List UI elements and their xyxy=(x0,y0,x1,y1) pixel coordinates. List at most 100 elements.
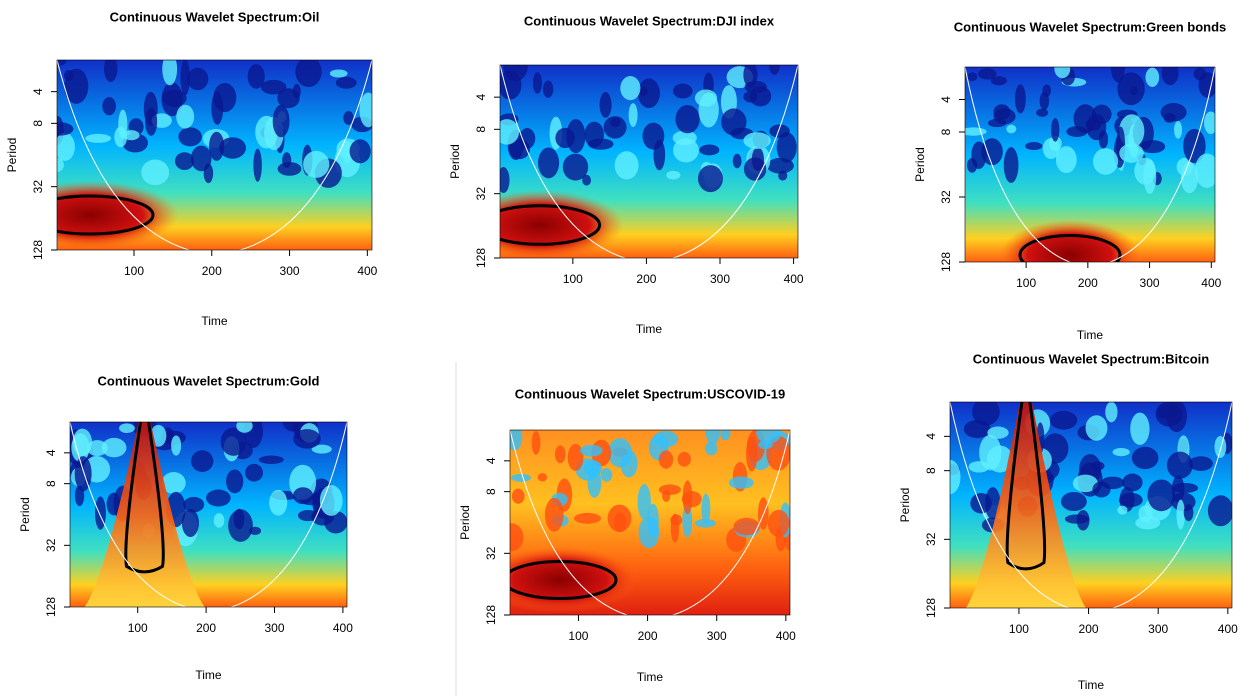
spectrum-blob xyxy=(1166,451,1193,479)
y-tick-label: 128 xyxy=(474,248,488,268)
spectrum-blob xyxy=(554,445,566,464)
spectrum-blob xyxy=(537,147,560,179)
y-tick-label: 128 xyxy=(484,605,498,625)
spectrum-blob xyxy=(187,67,209,91)
spectrum-blob xyxy=(758,440,773,450)
spectrum-blob xyxy=(519,128,536,149)
spectrum-blob xyxy=(1207,495,1232,527)
spectrum-blob xyxy=(295,60,322,88)
x-axis-label: Time xyxy=(636,322,663,336)
spectrum-blob xyxy=(537,473,548,482)
spectrum-blob xyxy=(567,443,584,471)
spectrum-blob xyxy=(1173,483,1199,493)
y-tick-label: 4 xyxy=(484,457,498,464)
spectrum xyxy=(57,60,372,250)
spectrum-blob xyxy=(510,430,523,451)
x-tick-label: 300 xyxy=(1140,276,1160,290)
x-tick-label: 100 xyxy=(128,621,148,635)
x-tick-label: 300 xyxy=(710,272,730,286)
spectrum-blob xyxy=(653,430,679,448)
spectrum-blob xyxy=(260,79,287,95)
chart-title: Continuous Wavelet Spectrum:USCOVID-19 xyxy=(515,386,785,401)
spectrum-blob xyxy=(319,485,343,516)
spectrum-blob xyxy=(972,402,1000,426)
spectrum-blob xyxy=(981,138,1003,166)
spectrum-blob xyxy=(769,65,780,75)
spectrum-blob xyxy=(162,60,178,86)
spectrum-blob xyxy=(141,159,170,186)
x-tick-label: 100 xyxy=(124,264,144,278)
spectrum-blob xyxy=(272,104,290,138)
x-tick-label: 400 xyxy=(784,272,804,286)
spectrum-blob xyxy=(978,68,997,80)
y-tick-label: 8 xyxy=(939,128,953,135)
x-tick-label: 400 xyxy=(776,629,796,643)
spectrum-blob xyxy=(1176,499,1185,530)
spectrum-blob xyxy=(620,76,641,101)
spectrum-blob xyxy=(114,126,128,148)
spectrum-blob xyxy=(776,132,797,163)
spectrum-blob xyxy=(282,422,306,432)
spectrum-blob xyxy=(1119,114,1145,148)
y-tick-label: 128 xyxy=(939,252,953,272)
y-tick-label: 8 xyxy=(44,480,58,487)
spectrum-blob xyxy=(544,497,564,532)
spectrum-blob xyxy=(1100,476,1125,490)
spectrum-blob xyxy=(245,463,264,482)
spectrum-blob xyxy=(600,468,613,482)
plot-frame xyxy=(69,421,348,608)
y-axis-label: Period xyxy=(898,488,912,523)
y-tick-label: 8 xyxy=(484,488,498,495)
y-axis-label: Period xyxy=(18,497,32,532)
spectrum-blob xyxy=(769,124,790,138)
spectrum-blob xyxy=(733,517,760,536)
spectrum-blob xyxy=(1188,456,1213,471)
spectrum-blob xyxy=(1049,410,1078,430)
x-tick-label: 300 xyxy=(1148,622,1168,636)
spectrum-blob xyxy=(746,436,758,472)
spectrum-blob xyxy=(277,88,300,109)
spectrum-blob xyxy=(1064,514,1090,524)
spectrum-blob xyxy=(161,472,186,494)
spectrum-blob xyxy=(181,508,199,538)
y-axis-label: Period xyxy=(458,505,472,540)
y-axis-label: Period xyxy=(448,144,462,179)
spectrum-blob xyxy=(638,516,660,549)
spectrum-blob xyxy=(57,60,67,66)
spectrum xyxy=(510,430,790,615)
y-tick-label: 128 xyxy=(924,598,938,618)
spectrum-blob xyxy=(102,97,116,116)
y-tick-label: 4 xyxy=(939,96,953,103)
spectrum-blob xyxy=(968,461,990,473)
spectrum-blob xyxy=(292,487,314,505)
spectrum-blob xyxy=(728,476,754,489)
spectrum-blob xyxy=(1143,159,1157,195)
spectrum-blob xyxy=(658,450,674,469)
spectrum-blob xyxy=(1006,124,1017,134)
spectrum-blob xyxy=(219,137,247,159)
chart-title: Continuous Wavelet Spectrum:Green bonds xyxy=(954,19,1227,34)
spectrum-blob xyxy=(990,76,1007,86)
spectrum-blob xyxy=(203,163,214,184)
contour xyxy=(1005,402,1047,571)
spectrum-blob xyxy=(335,76,357,89)
spectrum-blob xyxy=(732,153,742,169)
spectrum-blob xyxy=(220,427,247,456)
spectrum-blob xyxy=(1161,67,1179,86)
spectrum-blob xyxy=(1042,84,1052,97)
spectrum-blob xyxy=(614,151,639,180)
spectrum-blob xyxy=(705,441,718,456)
x-tick-label: 100 xyxy=(568,629,588,643)
high-power xyxy=(965,402,1086,608)
chart-title: Continuous Wavelet Spectrum:Bitcoin xyxy=(973,351,1209,366)
spectrum-blob xyxy=(191,450,214,473)
spectrum xyxy=(500,65,798,258)
spectrum-blob xyxy=(531,430,541,455)
spectrum-blob xyxy=(743,132,771,149)
spectrum-blob xyxy=(767,509,790,537)
spectrum-blob xyxy=(311,444,332,454)
spectrum-blob xyxy=(670,514,683,526)
y-tick-label: 32 xyxy=(31,180,45,194)
spectrum-blob xyxy=(599,91,612,118)
